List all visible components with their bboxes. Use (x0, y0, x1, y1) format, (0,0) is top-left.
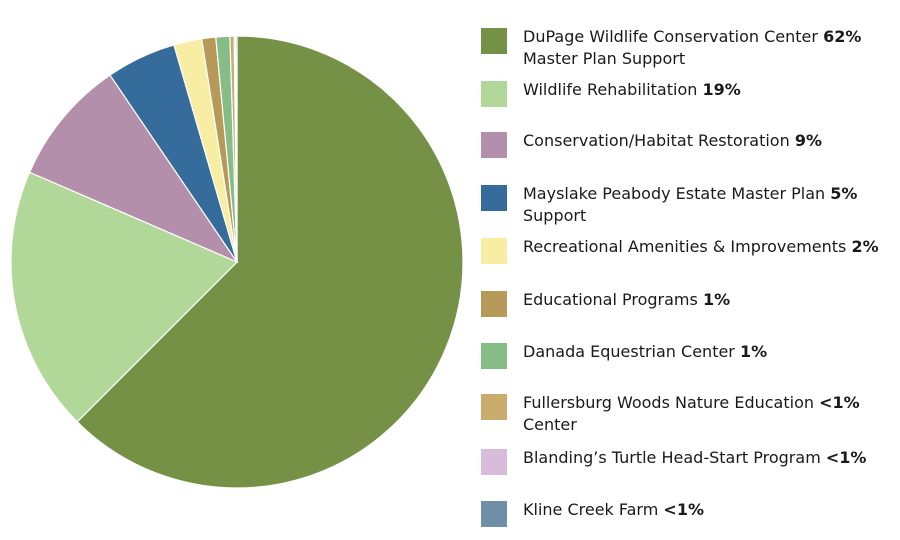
legend-item: Blanding’s Turtle Head-Start Program <1% (481, 447, 883, 475)
legend-percent: 1% (702, 290, 731, 309)
legend-text: Kline Creek Farm <1% (523, 499, 883, 521)
pie-slice-0 (76, 35, 464, 489)
legend-percent: 5% (830, 184, 858, 203)
legend-percent: 62% (823, 27, 862, 46)
legend-item: Conservation/Habitat Restoration 9% (481, 130, 883, 158)
legend-text: Fullersburg Woods Nature Education <1% Ce… (523, 392, 883, 436)
legend-text: Blanding’s Turtle Head-Start Program <1% (523, 447, 883, 469)
legend-text: DuPage Wildlife Conservation Center 62% M… (523, 26, 883, 70)
legend-swatch (481, 132, 507, 158)
legend-label: Educational Programs (523, 290, 698, 309)
legend-item: Fullersburg Woods Nature Education <1% Ce… (481, 392, 883, 436)
legend-text: Recreational Amenities & Improvements 2% (523, 236, 883, 258)
legend-label: Blanding’s Turtle Head-Start Program (523, 448, 821, 467)
legend-text: Educational Programs 1% (523, 289, 883, 311)
legend-swatch (481, 343, 507, 369)
legend-item: Educational Programs 1% (481, 289, 883, 317)
legend-item: Kline Creek Farm <1% (481, 499, 883, 527)
legend-text: Wildlife Rehabilitation 19% (523, 79, 883, 101)
legend-swatch (481, 501, 507, 527)
legend-item: Danada Equestrian Center 1% (481, 341, 883, 369)
legend-label: Mayslake Peabody Estate Master Plan (523, 184, 826, 203)
legend-percent: 19% (702, 80, 741, 99)
legend-label: Conservation/Habitat Restoration (523, 131, 790, 150)
legend-label: DuPage Wildlife Conservation Center (523, 27, 818, 46)
pie-slice-9 (234, 35, 238, 263)
pie-slice-1 (10, 171, 239, 423)
legend-text: Danada Equestrian Center 1% (523, 341, 883, 363)
legend-label: Danada Equestrian Center (523, 342, 735, 361)
legend-item: Wildlife Rehabilitation 19% (481, 79, 883, 107)
pie-slice-2 (28, 74, 239, 264)
legend-label: Kline Creek Farm (523, 500, 659, 519)
legend-percent: <1% (663, 500, 704, 519)
legend-text: Mayslake Peabody Estate Master Plan 5% Su… (523, 183, 883, 227)
legend-item: Mayslake Peabody Estate Master Plan 5% Su… (481, 183, 883, 227)
legend-text: Conservation/Habitat Restoration 9% (523, 130, 883, 152)
legend-swatch (481, 291, 507, 317)
legend-percent: 1% (739, 342, 768, 361)
legend-swatch (481, 449, 507, 475)
legend-swatch (481, 28, 507, 54)
legend-label-continued: Support (523, 206, 587, 225)
legend-percent: <1% (819, 393, 860, 412)
legend-label: Wildlife Rehabilitation (523, 80, 698, 99)
legend-swatch (481, 394, 507, 420)
legend-item: DuPage Wildlife Conservation Center 62% M… (481, 26, 883, 70)
legend-percent: <1% (825, 448, 867, 467)
pie-chart (10, 35, 464, 489)
legend-swatch (481, 81, 507, 107)
legend-label: Fullersburg Woods Nature Education (523, 393, 814, 412)
legend-label: Recreational Amenities & Improvements (523, 237, 847, 256)
legend-percent: 2% (851, 237, 879, 256)
legend-percent: 9% (794, 131, 822, 150)
legend-swatch (481, 185, 507, 211)
legend-label-continued: Master Plan Support (523, 49, 686, 68)
legend-label-continued: Center (523, 415, 577, 434)
legend-item: Recreational Amenities & Improvements 2% (481, 236, 883, 264)
legend-swatch (481, 238, 507, 264)
